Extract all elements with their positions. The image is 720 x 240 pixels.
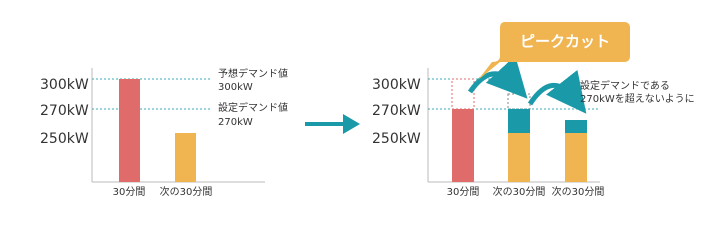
- bar: [508, 133, 530, 182]
- category-label: 次の30分間: [160, 185, 213, 198]
- axis-label: 250kW: [372, 131, 421, 147]
- diagram: 300kW 270kW 250kW 30分間 次の30分間 予想デマンド値 30…: [40, 22, 695, 198]
- callout: [478, 22, 630, 80]
- note: 設定デマンドである: [580, 79, 670, 92]
- category-label: 30分間: [447, 186, 480, 198]
- axis-label: 270kW: [40, 103, 89, 119]
- note: 270kWを超えないように: [580, 92, 695, 105]
- bar-shifted: [565, 120, 587, 133]
- bar: [565, 133, 587, 182]
- before-panel: 300kW 270kW 250kW 30分間 次の30分間 予想デマンド値 30…: [40, 67, 288, 198]
- cut-outline: [507, 93, 531, 110]
- axis-label: 300kW: [40, 77, 89, 93]
- bar: [175, 133, 196, 182]
- callout-text: ピークカット: [520, 33, 610, 51]
- arrow-head: [343, 114, 360, 134]
- annotation: 設定デマンド値: [218, 101, 288, 114]
- bar: [119, 79, 140, 182]
- annotation: 300kW: [218, 82, 253, 93]
- annotation: 270kW: [218, 117, 253, 128]
- shift-arrow: [467, 55, 528, 99]
- cut-outline: [451, 78, 475, 110]
- category-label: 次の30分間: [552, 185, 605, 198]
- bar-shifted: [508, 109, 530, 133]
- after-panel: ピークカット 300kW 270kW 250kW 30分間 次の30分間 次の3…: [372, 22, 695, 198]
- axis-label: 300kW: [372, 77, 421, 93]
- bar: [452, 109, 474, 182]
- axis-label: 270kW: [372, 103, 421, 119]
- category-label: 30分間: [113, 186, 146, 198]
- annotation: 予想デマンド値: [218, 67, 288, 80]
- category-label: 次の30分間: [493, 185, 546, 198]
- shift-arrow: [527, 69, 587, 114]
- axis-label: 250kW: [40, 131, 89, 147]
